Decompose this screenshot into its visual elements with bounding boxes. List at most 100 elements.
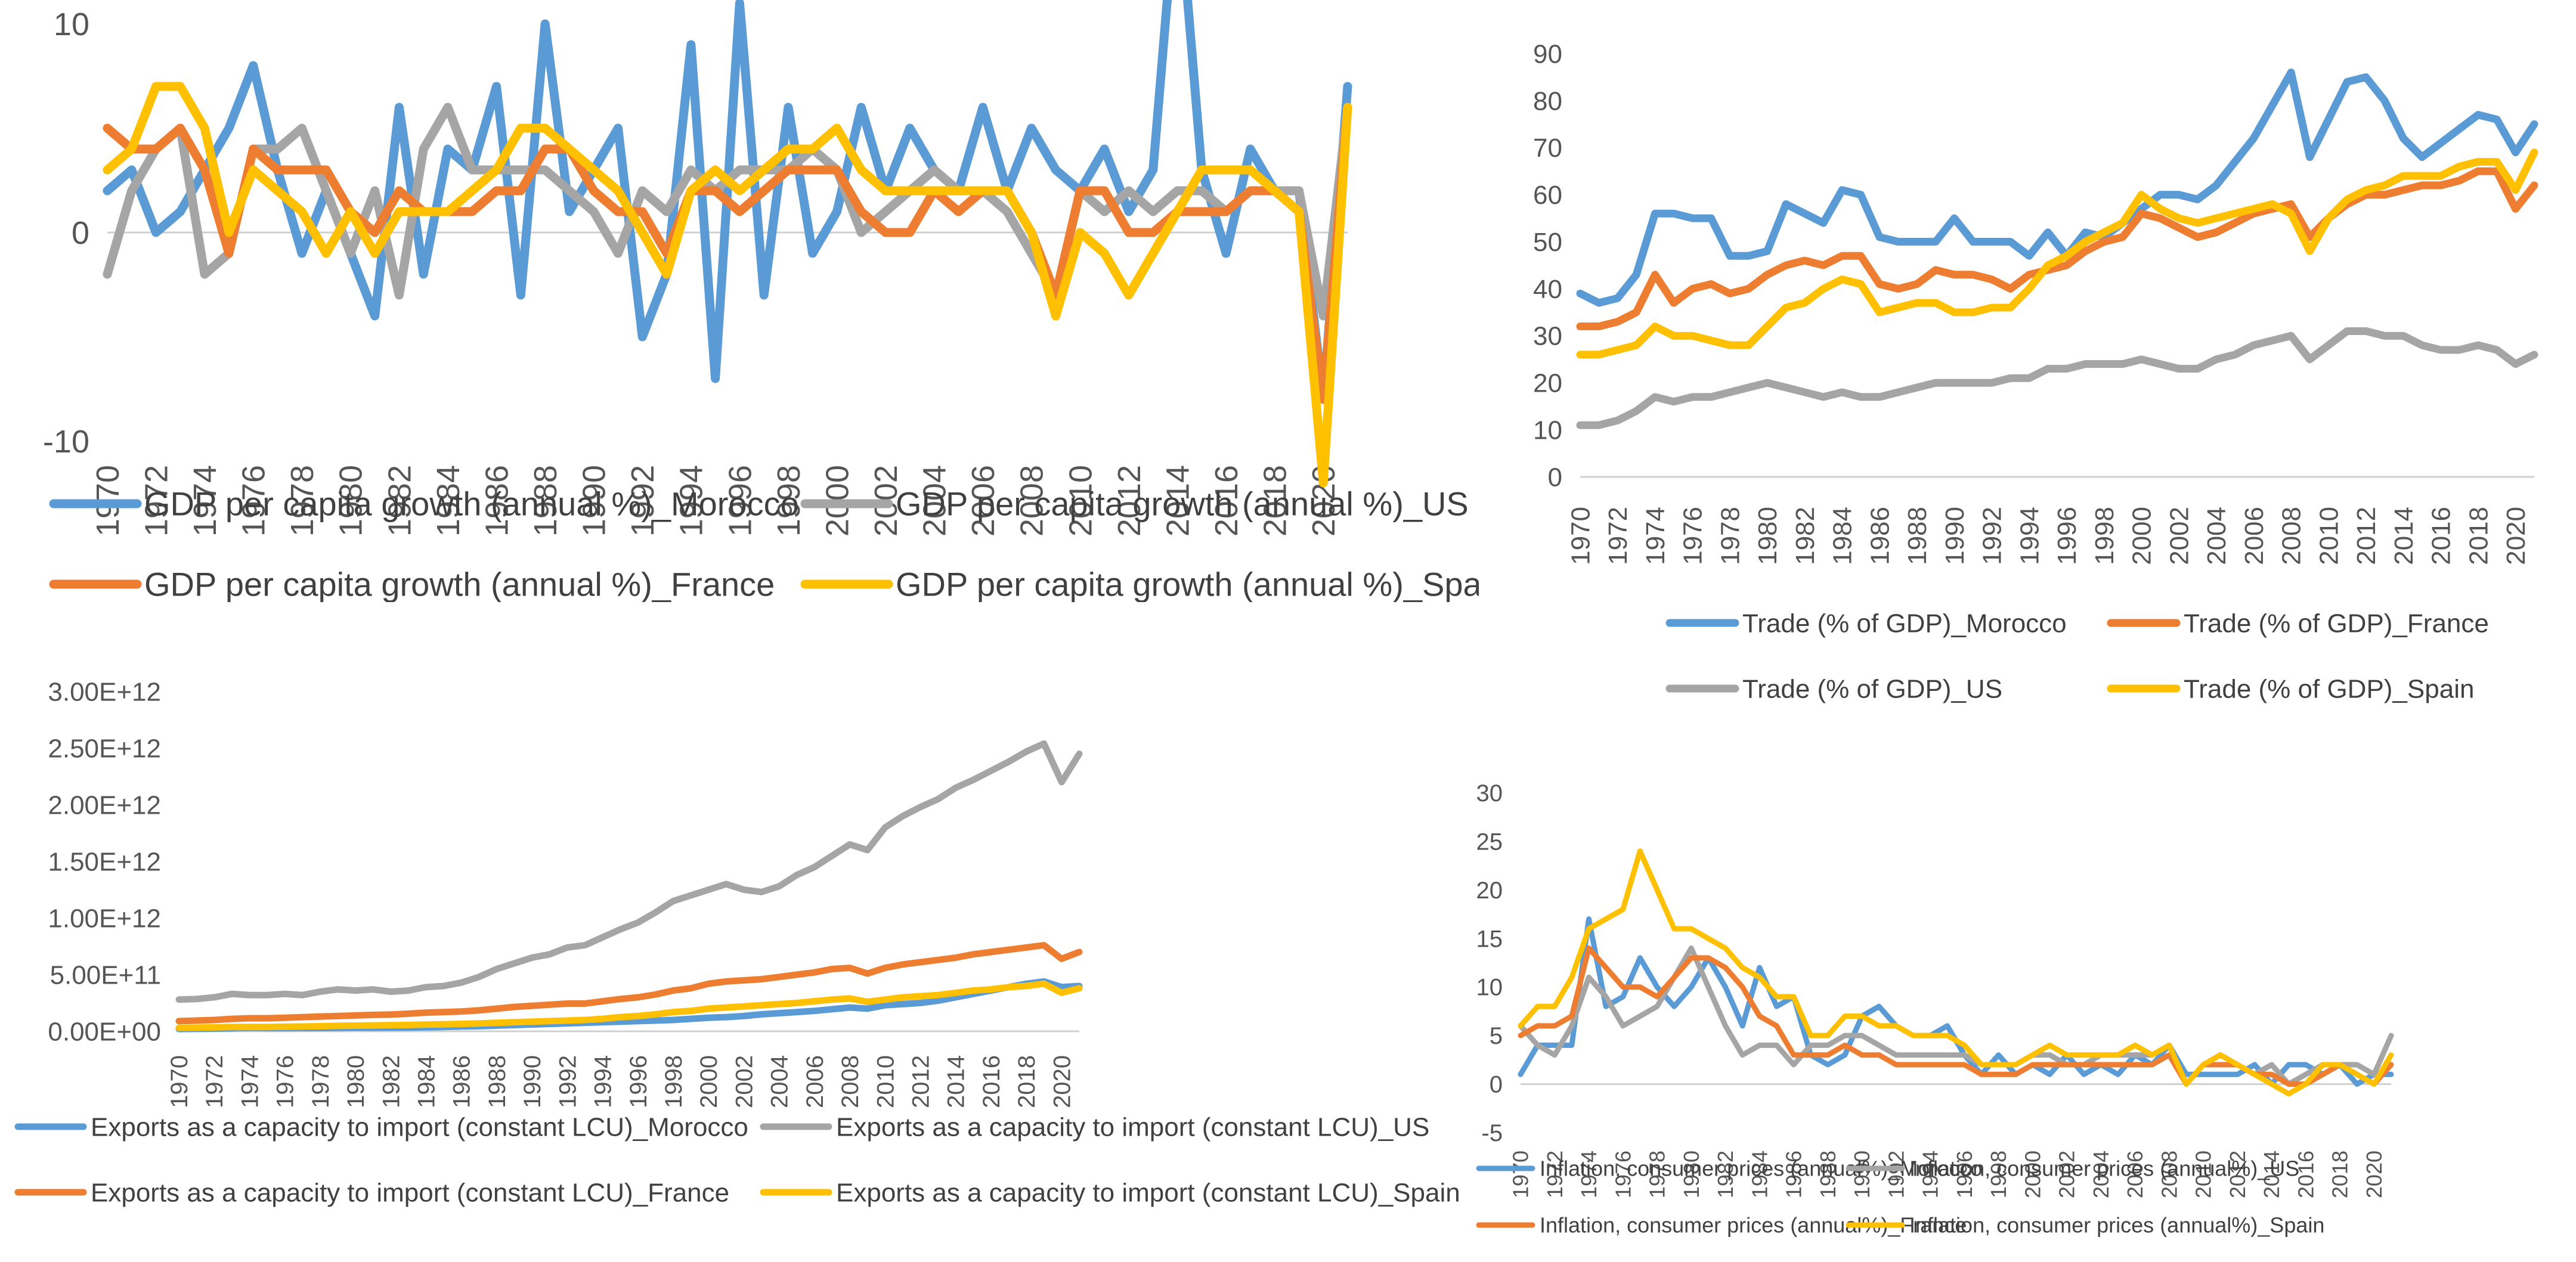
- series-line-gdp-per-capita-growth-annual-france: [103, 103, 1352, 404]
- y-tick-label: 90: [1533, 39, 1562, 69]
- legend-label: Trade (% of GDP)_Spain: [2184, 674, 2474, 703]
- x-tick-label: 1972: [1603, 507, 1633, 565]
- x-tick-label: 1982: [1791, 507, 1820, 565]
- x-tick-label: 2012: [1111, 465, 1147, 537]
- x-tick-label: 2008: [2157, 1151, 2181, 1198]
- y-tick-label: 1.50E+12: [48, 847, 161, 876]
- x-tick-label: 1974: [187, 465, 223, 537]
- x-tick-label: 1988: [1816, 1151, 1840, 1198]
- legend-label: GDP per capita growth (annual %)_Morocco: [144, 485, 799, 523]
- x-tick-label: 2002: [2165, 507, 2194, 565]
- y-tick-label: 0: [72, 215, 89, 251]
- x-tick-label: 1996: [626, 1055, 652, 1108]
- y-tick-label: 30: [1476, 780, 1503, 807]
- series-line-inflation-consumer-prices-annual-morocco: [1518, 916, 2394, 1087]
- x-axis-labels: 1970 1972 1974 1976 1978 1980 1982 1984 1986 1988…: [1566, 507, 2531, 565]
- x-tick-label: 1982: [382, 465, 417, 537]
- legend-label: Trade (% of GDP)_France: [2184, 609, 2489, 638]
- series-line-inflation-consumer-prices-annual-spain: [1518, 848, 2394, 1097]
- legend-label: Exports as a capacity to import (constan…: [836, 1178, 1460, 1207]
- y-tick-label: 40: [1533, 275, 1562, 304]
- y-tick-label: 1.00E+12: [48, 904, 161, 933]
- x-tick-label: 1986: [449, 1055, 475, 1108]
- y-tick-label: 25: [1476, 829, 1503, 855]
- x-tick-label: 2008: [2277, 507, 2306, 565]
- legend-item: Trade (% of GDP)_Morocco: [1665, 609, 2067, 638]
- x-tick-label: 1992: [1978, 507, 2007, 565]
- x-axis-labels: 1970 1972 1974 1976 1978 1980 1982 1984 1986 1988…: [166, 1055, 1075, 1108]
- x-tick-label: 1980: [1679, 1151, 1704, 1198]
- x-tick-label: 2018: [1014, 1055, 1040, 1108]
- x-tick-label: 2000: [2020, 1151, 2045, 1198]
- x-tick-label: 1970: [1509, 1151, 1533, 1198]
- x-tick-label: 1974: [237, 1055, 263, 1108]
- legend-item: GDP per capita growth (annual %)_US: [800, 485, 1469, 523]
- x-tick-label: 1984: [1747, 1151, 1772, 1198]
- legend-label: Inflation, consumer prices (annual%)_Mor…: [1540, 1156, 1982, 1181]
- legend-item: GDP per capita growth (annual %)_Spain: [800, 566, 1479, 602]
- x-tick-label: 1976: [236, 465, 272, 537]
- x-tick-label: 1976: [1679, 507, 1708, 565]
- x-tick-label: 2008: [837, 1055, 863, 1108]
- x-tick-label: 2000: [696, 1055, 722, 1108]
- series-line-inflation-consumer-prices-annual-france: [1518, 945, 2394, 1087]
- x-tick-label: 1998: [661, 1055, 687, 1108]
- x-tick-label: 1994: [590, 1055, 617, 1108]
- x-tick-label: 1994: [674, 465, 710, 537]
- x-tick-label: 1992: [625, 465, 661, 537]
- y-tick-label: -5: [1481, 1120, 1503, 1146]
- x-tick-label: 1996: [722, 465, 758, 537]
- x-tick-label: 1986: [1865, 507, 1894, 565]
- x-tick-label: 1980: [1753, 507, 1782, 565]
- x-tick-label: 2020: [2501, 507, 2531, 565]
- y-tick-label: 10: [1533, 416, 1562, 445]
- legend-item: Inflation, consumer prices (annual%)_US: [1846, 1156, 2299, 1181]
- x-tick-label: 1978: [1716, 507, 1745, 565]
- x-tick-label: 1994: [2015, 507, 2044, 565]
- x-tick-label: 2004: [767, 1055, 793, 1108]
- x-tick-label: 2004: [2202, 507, 2231, 565]
- y-tick-label: 0: [1548, 463, 1562, 492]
- series-line-exports-as-a-capacity-to-import-constant-lcu-morocco: [175, 978, 1083, 1032]
- legend-label: Inflation, consumer prices (annual%)_US: [1909, 1156, 2299, 1181]
- series-line-gdp-per-capita-growth-annual-morocco: [103, 0, 1352, 404]
- x-tick-label: 1982: [378, 1055, 404, 1108]
- x-tick-label: 1980: [343, 1055, 369, 1108]
- x-tick-label: 1998: [771, 465, 807, 537]
- x-tick-label: 2016: [1209, 465, 1244, 537]
- x-tick-label: 1972: [202, 1055, 228, 1108]
- x-tick-label: 2014: [2259, 1151, 2284, 1198]
- x-tick-label: 1988: [484, 1055, 510, 1108]
- x-tick-label: 2014: [2389, 507, 2419, 565]
- x-tick-label: 2006: [802, 1055, 828, 1108]
- x-tick-label: 1990: [1850, 1151, 1874, 1198]
- y-tick-label: 20: [1533, 369, 1562, 398]
- x-tick-label: 2018: [1258, 465, 1293, 537]
- x-tick-label: 2010: [2191, 1151, 2216, 1198]
- x-tick-label: 2016: [2427, 507, 2456, 565]
- x-tick-label: 2016: [979, 1055, 1005, 1108]
- x-tick-label: 1972: [138, 465, 174, 537]
- legend-label: Exports as a capacity to import (constan…: [836, 1112, 1429, 1142]
- x-tick-label: 2012: [2225, 1151, 2250, 1198]
- y-tick-label: 10: [1476, 975, 1503, 1001]
- series-line-trade-of-gdp-us: [1576, 327, 2538, 429]
- x-tick-label: 1984: [431, 465, 466, 537]
- x-tick-label: 1992: [1884, 1151, 1908, 1198]
- legend-item: Trade (% of GDP)_Spain: [2107, 674, 2474, 703]
- x-tick-label: 2008: [1014, 465, 1050, 537]
- legend: GDP per capita growth (annual %)_Morocco…: [49, 485, 1479, 602]
- legend-item: Trade (% of GDP)_US: [1665, 674, 2002, 703]
- legend-item: Exports as a capacity to import (constan…: [14, 1112, 748, 1142]
- legend-label: Exports as a capacity to import (constan…: [91, 1178, 729, 1207]
- x-tick-label: 2004: [2089, 1151, 2113, 1198]
- x-tick-label: 1986: [479, 465, 515, 537]
- legend-item: Inflation, consumer prices (annual%)_Spa…: [1846, 1213, 2324, 1238]
- y-tick-label: 15: [1476, 926, 1503, 952]
- y-tick-label: 80: [1533, 86, 1562, 116]
- legend-label: GDP per capita growth (annual %)_US: [896, 485, 1469, 523]
- y-axis-labels: 0 10 20 30 40 50 60 70 80 90: [1533, 39, 1562, 492]
- y-axis-labels: -10 0 10: [43, 7, 89, 460]
- series-line-trade-of-gdp-spain: [1576, 148, 2538, 359]
